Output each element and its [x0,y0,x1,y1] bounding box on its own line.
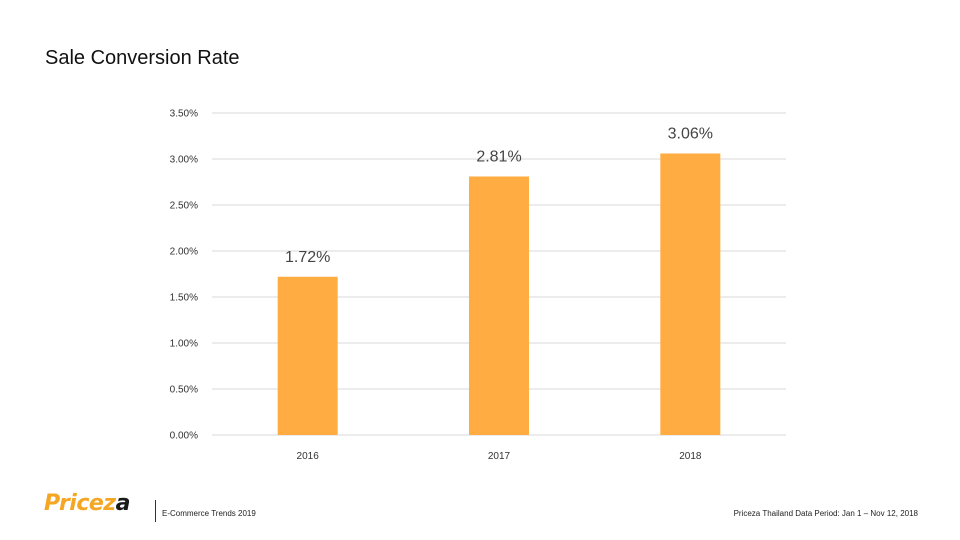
y-tick-label: 1.50% [170,293,198,304]
y-tick-label: 3.00% [170,155,198,166]
y-tick-label: 2.50% [170,201,198,212]
bar-2016 [277,276,338,435]
footer-divider [155,500,156,522]
y-tick-label: 2.00% [170,247,198,258]
data-label: 2.81% [476,148,521,165]
logo-text-main: Pricez [44,491,116,516]
bar-2017 [469,176,529,436]
slide-title: Sale Conversion Rate [45,47,240,69]
x-tick-label: 2018 [679,451,702,462]
data-label: 1.72% [285,249,330,266]
y-tick-label: 1.00% [170,339,198,350]
logo-text-end: a [115,491,131,516]
bar-2018 [660,153,721,436]
data-label: 3.06% [668,125,713,142]
y-tick-label: 0.00% [170,431,198,442]
priceza-logo: Priceza [44,493,130,515]
y-tick-label: 0.50% [170,385,198,396]
x-tick-label: 2017 [488,451,511,462]
footer-report-title: E-Commerce Trends 2019 [162,509,256,518]
footer-data-period: Priceza Thailand Data Period: Jan 1 – No… [733,509,918,518]
x-tick-label: 2016 [297,451,320,462]
y-tick-label: 3.50% [170,109,198,120]
